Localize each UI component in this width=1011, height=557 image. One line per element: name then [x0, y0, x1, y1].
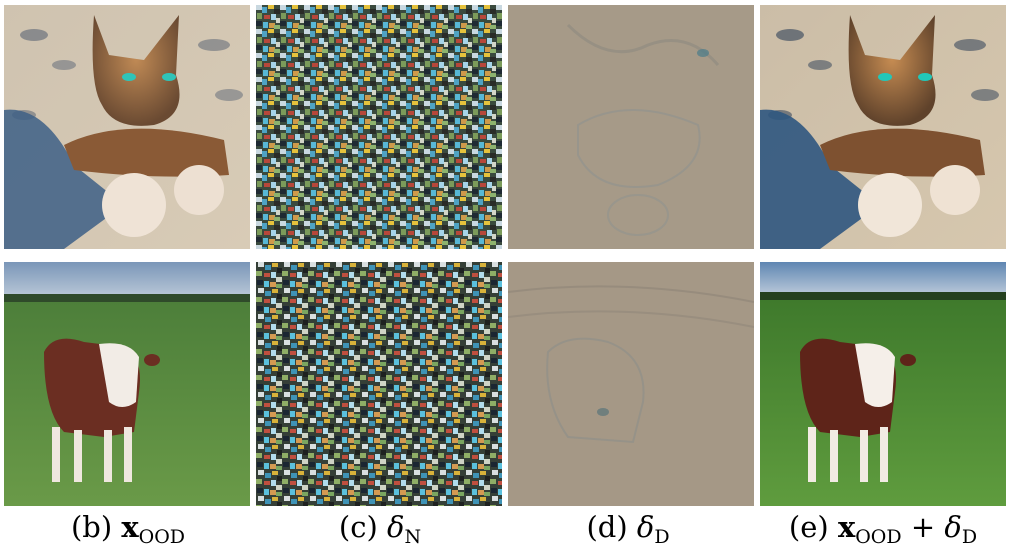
caption-d-subscript: D — [654, 526, 670, 548]
cow-diffusion-delta-image — [508, 262, 754, 506]
cat-noise-image — [256, 5, 502, 249]
caption-b-prefix: (b) — [70, 510, 122, 544]
caption-d: (d) δD — [568, 510, 688, 550]
caption-d-symbol: δ — [636, 510, 655, 544]
caption-e-subscript-2: D — [961, 526, 978, 548]
cat-enhanced-image — [760, 5, 1006, 249]
caption-e-prefix: (e) — [788, 510, 838, 544]
cat-diffusion-delta-image — [508, 5, 754, 249]
caption-e-subscript: OOD — [855, 526, 902, 548]
caption-c-subscript: N — [404, 526, 422, 548]
caption-e-plus: + — [901, 510, 945, 544]
caption-b: (b) xOOD — [58, 510, 198, 550]
caption-d-prefix: (d) — [586, 510, 637, 544]
caption-c: (c) δN — [320, 510, 440, 550]
caption-e-symbol-2: δ — [944, 510, 962, 544]
caption-c-symbol: δ — [387, 510, 405, 544]
caption-e-symbol: x — [837, 510, 856, 544]
cat-original-image — [4, 5, 250, 249]
cow-noise-image — [256, 262, 502, 506]
caption-c-prefix: (c) — [338, 510, 387, 544]
caption-b-symbol: x — [121, 510, 139, 544]
caption-b-subscript: OOD — [138, 526, 186, 548]
cow-original-image — [4, 262, 250, 506]
caption-e: (e) xOOD + δD — [768, 510, 998, 550]
cow-enhanced-image — [760, 262, 1006, 506]
